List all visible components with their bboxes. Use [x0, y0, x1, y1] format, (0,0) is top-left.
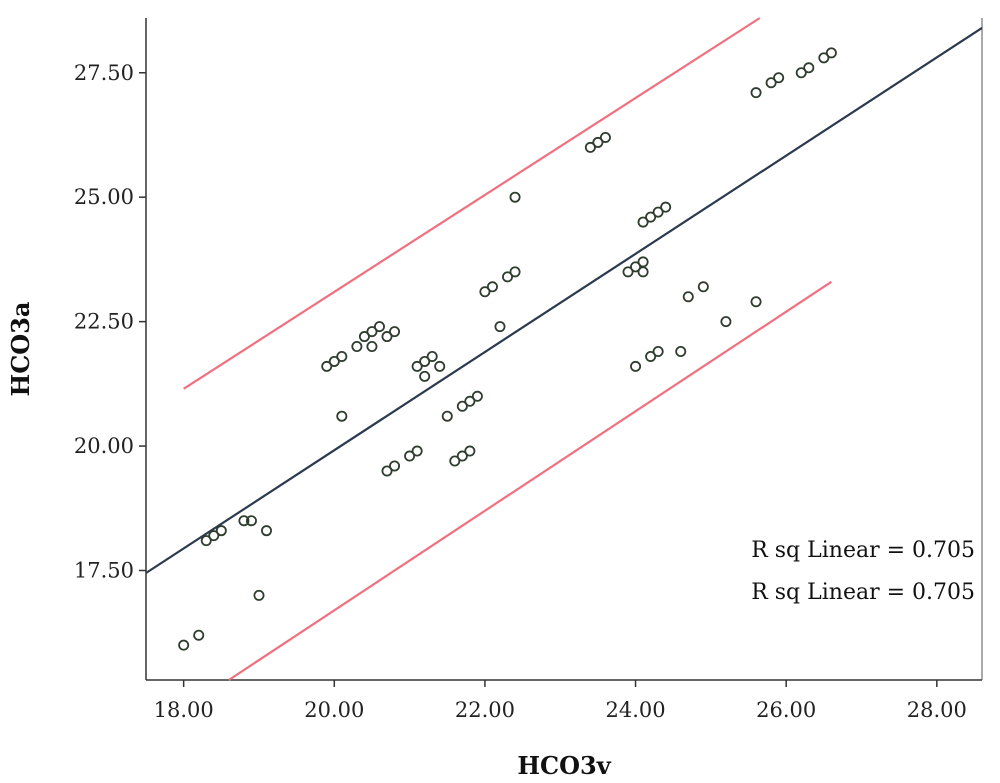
x-tick-label: 20.00 [304, 698, 364, 722]
data-point [697, 281, 709, 293]
plot-frame [145, 18, 983, 681]
x-tick-label: 24.00 [605, 698, 665, 722]
y-tick-label: 25.00 [74, 185, 134, 209]
data-point [637, 216, 649, 228]
data-point [630, 261, 642, 273]
data-point [486, 281, 498, 293]
y-axis-ticks: 17.50 20.00 22.50 25.00 27.50 [74, 61, 146, 582]
data-point [471, 390, 483, 402]
data-point [449, 455, 461, 467]
data-point [381, 331, 393, 343]
data-point [509, 266, 521, 278]
data-point [645, 211, 657, 223]
fit-lines [145, 17, 983, 681]
data-point [599, 131, 611, 143]
data-point [803, 62, 815, 74]
data-point [660, 201, 672, 213]
data-point [404, 450, 416, 462]
data-point [825, 47, 837, 59]
data-points [178, 47, 837, 651]
y-tick-label: 20.00 [74, 434, 134, 458]
data-point [464, 395, 476, 407]
data-point [215, 525, 227, 537]
data-point [637, 266, 649, 278]
data-point [720, 316, 732, 328]
data-point [682, 291, 694, 303]
data-point [675, 345, 687, 357]
data-point [366, 341, 378, 353]
data-point [381, 465, 393, 477]
data-point [253, 589, 265, 601]
data-point [456, 400, 468, 412]
data-point [502, 271, 514, 283]
x-tick-label: 26.00 [756, 698, 816, 722]
data-point [193, 629, 205, 641]
data-point [464, 445, 476, 457]
data-point [434, 360, 446, 372]
data-point [426, 350, 438, 362]
data-point [336, 350, 348, 362]
data-point [358, 331, 370, 343]
data-point [389, 460, 401, 472]
data-point [818, 52, 830, 64]
data-point [652, 206, 664, 218]
data-point [637, 256, 649, 268]
data-point [456, 450, 468, 462]
lower-limit-line [228, 280, 832, 681]
data-point [411, 445, 423, 457]
data-point [245, 515, 257, 527]
data-point [645, 350, 657, 362]
data-point [750, 296, 762, 308]
regression-line [145, 27, 983, 574]
data-point [773, 72, 785, 84]
r-squared-annotation: R sq Linear = 0.705 [751, 538, 975, 563]
x-tick-label: 22.00 [455, 698, 515, 722]
data-point [622, 266, 634, 278]
data-point [750, 87, 762, 99]
data-point [795, 67, 807, 79]
data-point [630, 360, 642, 372]
data-point [411, 360, 423, 372]
upper-limit-line [183, 17, 761, 390]
data-point [351, 341, 363, 353]
data-point [419, 355, 431, 367]
data-point [592, 136, 604, 148]
data-point [336, 410, 348, 422]
x-axis-title: HCO3v [517, 751, 611, 780]
x-axis-ticks: 18.00 20.00 22.00 24.00 26.00 28.00 [154, 680, 967, 722]
data-point [441, 410, 453, 422]
r-squared-annotation: R sq Linear = 0.705 [751, 580, 975, 605]
data-point [765, 77, 777, 89]
data-point [178, 639, 190, 651]
data-point [238, 515, 250, 527]
data-point [321, 360, 333, 372]
data-point [479, 286, 491, 298]
data-point [652, 345, 664, 357]
y-axis-title: HCO3a [6, 302, 35, 397]
y-tick-label: 27.50 [74, 61, 134, 85]
data-point [373, 321, 385, 333]
data-point [200, 535, 212, 547]
data-point [208, 530, 220, 542]
data-point [584, 141, 596, 153]
y-tick-label: 22.50 [74, 310, 134, 334]
data-point [261, 525, 273, 537]
x-tick-label: 18.00 [154, 698, 214, 722]
data-point [328, 355, 340, 367]
data-point [509, 191, 521, 203]
y-tick-label: 17.50 [74, 558, 134, 582]
data-point [366, 326, 378, 338]
data-point [494, 321, 506, 333]
data-point [419, 370, 431, 382]
x-tick-label: 28.00 [907, 698, 967, 722]
data-point [389, 326, 401, 338]
